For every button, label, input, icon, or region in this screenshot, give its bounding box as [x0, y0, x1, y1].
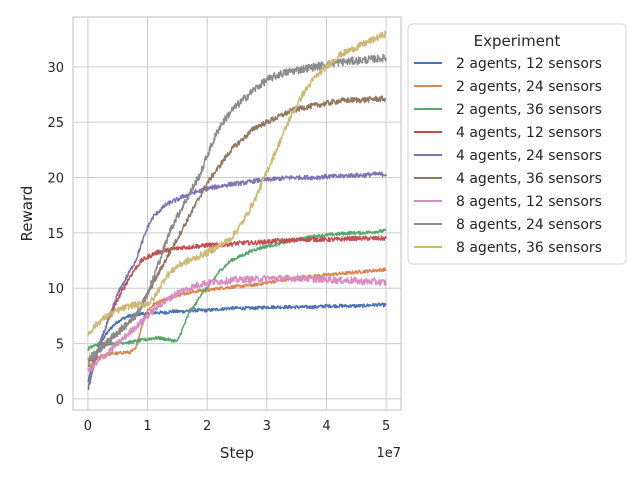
- y-tick-label: 5: [56, 338, 64, 353]
- series-line-3: [87, 228, 387, 352]
- y-tick-label: 25: [47, 116, 64, 131]
- x-tick-label: 4: [322, 419, 330, 434]
- x-tick-label: 2: [203, 419, 211, 434]
- x-tick-label: 0: [84, 419, 92, 434]
- plot-frame: [72, 16, 402, 411]
- legend-label: 8 agents, 12 sensors: [456, 194, 602, 210]
- series-line-7: [87, 274, 387, 373]
- series-lines: [87, 30, 387, 391]
- y-tick-labels: 0 5 10 15 20 25 30: [47, 61, 64, 408]
- series-line-4: [87, 235, 387, 391]
- x-tick-label: 3: [263, 419, 271, 434]
- series-line-9: [87, 30, 387, 337]
- x-tick-label: 5: [382, 419, 390, 434]
- legend-title: Experiment: [474, 32, 561, 50]
- legend-label: 4 agents, 36 sensors: [456, 171, 602, 187]
- x-axis-label: Step: [220, 444, 254, 462]
- legend-label: 4 agents, 12 sensors: [456, 125, 602, 141]
- legend-label: 2 agents, 36 sensors: [456, 102, 602, 118]
- series-line-2: [87, 267, 387, 371]
- series-line-8: [87, 53, 387, 363]
- y-tick-label: 15: [47, 227, 64, 242]
- series-line-5: [87, 171, 387, 388]
- y-tick-label: 0: [56, 393, 64, 408]
- legend-box: [407, 23, 627, 265]
- legend-items: 2 agents, 12 sensors 2 agents, 24 sensors…: [414, 56, 602, 256]
- legend-label: 2 agents, 12 sensors: [456, 56, 602, 72]
- legend-label: 8 agents, 36 sensors: [456, 240, 602, 256]
- legend-label: 8 agents, 24 sensors: [456, 217, 602, 233]
- y-tick-label: 20: [47, 172, 64, 187]
- x-tick-labels: 0 1 2 3 4 5: [84, 419, 390, 434]
- legend-label: 2 agents, 24 sensors: [456, 79, 602, 95]
- x-tick-label: 1: [143, 419, 151, 434]
- y-axis-label: Reward: [18, 186, 36, 242]
- y-tick-label: 10: [47, 282, 64, 297]
- x-offset-label: 1e7: [376, 446, 401, 461]
- legend-label: 4 agents, 24 sensors: [456, 148, 602, 164]
- y-tick-label: 30: [47, 61, 64, 76]
